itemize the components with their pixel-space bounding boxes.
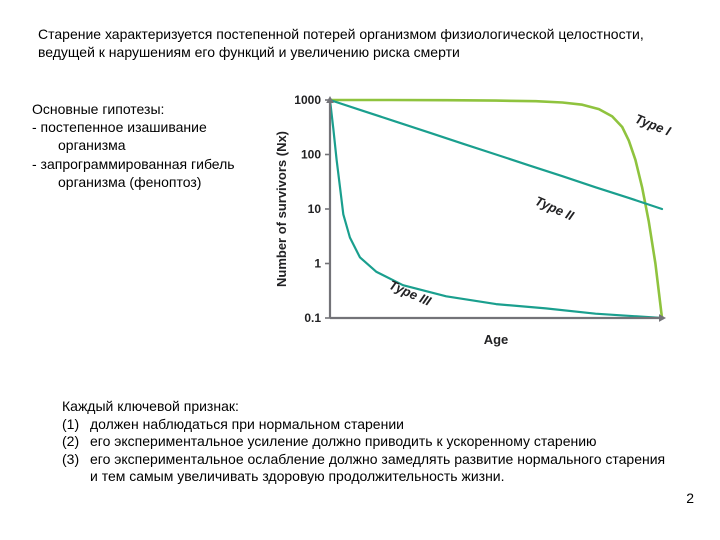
- hypotheses-item-2-l2: организма (феноптоз): [32, 173, 262, 191]
- svg-text:Number of survivors (Nx): Number of survivors (Nx): [274, 131, 289, 287]
- svg-text:100: 100: [301, 148, 321, 162]
- svg-text:Type III: Type III: [387, 277, 434, 309]
- footer-item-2: (2) его экспериментальное усиление должн…: [62, 433, 670, 451]
- footer-block: Каждый ключевой признак: (1) должен набл…: [62, 398, 670, 486]
- svg-text:10: 10: [308, 202, 322, 216]
- svg-text:Age: Age: [484, 332, 509, 347]
- footer-item-1: (1) должен наблюдаться при нормальном ст…: [62, 416, 670, 434]
- footer-txt-2: его экспериментальное усиление должно пр…: [90, 433, 670, 451]
- footer-txt-3: его экспериментальное ослабление должно …: [90, 451, 670, 486]
- footer-num-1: (1): [62, 416, 90, 434]
- hypotheses-title: Основные гипотезы:: [32, 100, 262, 118]
- svg-text:1: 1: [314, 257, 321, 271]
- hypotheses-item-1-l1: - постепенное изашивание: [32, 118, 262, 136]
- hypotheses-block: Основные гипотезы: - постепенное изашива…: [32, 100, 262, 191]
- header-text: Старение характеризуется постепенной пот…: [38, 26, 682, 61]
- footer-txt-1: должен наблюдаться при нормальном старен…: [90, 416, 670, 434]
- page-number: 2: [686, 490, 694, 506]
- svg-text:Type I: Type I: [633, 111, 673, 139]
- survivorship-chart: 0.1 1 10 100 1000 Age Number of survivors (Nx)…: [272, 92, 680, 352]
- footer-num-3: (3): [62, 451, 90, 486]
- footer-item-3: (3) его экспериментальное ослабление дол…: [62, 451, 670, 486]
- footer-lead: Каждый ключевой признак:: [62, 398, 670, 416]
- svg-text:Type II: Type II: [533, 193, 577, 223]
- footer-num-2: (2): [62, 433, 90, 451]
- hypotheses-item-1-l2: организма: [32, 136, 262, 154]
- hypotheses-item-2-l1: - запрограммированная гибель: [32, 155, 262, 173]
- svg-text:1000: 1000: [294, 93, 321, 107]
- svg-text:0.1: 0.1: [304, 311, 321, 325]
